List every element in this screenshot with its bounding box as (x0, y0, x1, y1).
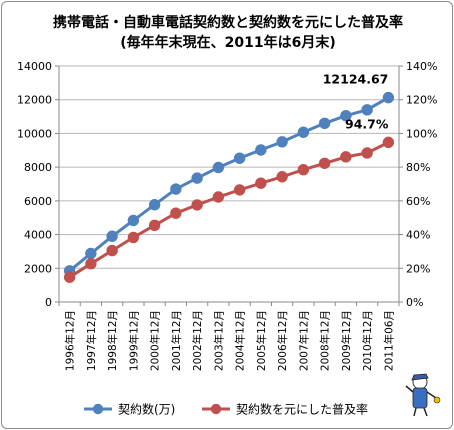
y-right-tick-label: 20% (406, 262, 430, 275)
legend-swatch-marker (210, 403, 222, 415)
series-line-0 (68, 96, 390, 272)
x-tick-label: 2001年12月 (170, 310, 183, 371)
data-point (191, 172, 203, 184)
series-line-1 (68, 141, 390, 279)
data-point (255, 177, 267, 189)
y-left-tick-label: 2000 (24, 262, 52, 275)
y-right-tick-label: 0% (406, 296, 423, 309)
x-tick-label: 2008年12月 (319, 310, 332, 371)
x-tick-label: 2010年12月 (361, 310, 374, 371)
x-tick-label: 2009年12月 (340, 310, 353, 371)
data-point (148, 199, 161, 211)
y-right-tick-label: 100% (406, 127, 437, 140)
legend-label: 契約数を元にした普及率 (236, 402, 368, 417)
y-axis-right-ticks: 0% 20% 40% 60% 80% 100% 120% 140% (406, 60, 437, 309)
data-point (318, 157, 331, 169)
data-point (255, 144, 267, 156)
x-tick-label: 1997年12月 (85, 310, 98, 371)
data-point (106, 230, 118, 242)
data-point (276, 136, 288, 148)
data-point (170, 183, 182, 195)
data-point (361, 104, 373, 116)
x-axis-ticks: 1996年12月 1997年12月 1998年12月 1999年12月 2000年12月… (64, 310, 396, 371)
data-label: 12124.67 (323, 72, 389, 87)
data-point (85, 247, 97, 260)
y-right-tick-label: 40% (406, 229, 430, 242)
legend: 契約数(万) 契約数を元にした普及率 (84, 402, 368, 417)
data-point (127, 231, 140, 244)
data-label: 94.7% (345, 116, 389, 131)
legend-swatch-marker (92, 403, 104, 415)
annotations: 12124.67 94.7% (323, 72, 389, 132)
y-left-tick-label: 8000 (24, 161, 52, 174)
x-tick-label: 1996年12月 (64, 310, 77, 371)
x-tick-label: 2004年12月 (234, 310, 247, 371)
data-point (106, 244, 118, 257)
y-right-tick-label: 60% (406, 195, 430, 208)
y-left-tick-label: 10000 (17, 127, 52, 140)
data-point (276, 171, 288, 183)
data-point (233, 184, 246, 196)
data-point (361, 147, 373, 159)
data-point (382, 91, 395, 104)
data-point (382, 136, 395, 149)
axes (55, 65, 403, 306)
data-point (212, 191, 225, 203)
x-tick-label: 2003年12月 (212, 310, 225, 371)
y-right-tick-label: 140% (406, 60, 437, 73)
y-left-tick-label: 12000 (17, 94, 52, 107)
data-point (191, 199, 203, 211)
data-point (297, 163, 310, 176)
x-tick-label: 2006年12月 (276, 310, 289, 371)
y-left-tick-label: 14000 (17, 60, 52, 73)
chart-title: 携帯電話・自動車電話契約数と契約数を元にした普及率 (53, 14, 403, 31)
series (63, 91, 395, 283)
legend-label: 契約数(万) (118, 402, 175, 417)
x-tick-label: 2007年12月 (297, 310, 310, 371)
mascot-illustration (405, 373, 441, 417)
data-point (233, 152, 246, 164)
y-right-tick-label: 120% (406, 94, 437, 107)
data-point (340, 151, 352, 163)
data-point (170, 207, 182, 219)
data-point (148, 219, 161, 232)
data-point (63, 271, 76, 283)
data-point (318, 117, 331, 130)
x-tick-label: 2005年12月 (255, 310, 268, 371)
data-point (340, 110, 352, 122)
data-point (127, 214, 140, 227)
x-tick-label: 1999年12月 (127, 310, 140, 371)
x-tick-label: 2000年12月 (149, 310, 162, 371)
data-point (297, 126, 310, 138)
x-tick-label: 1998年12月 (106, 310, 119, 371)
chart-subtitle: (毎年年末現在、2011年は6月末) (120, 34, 336, 51)
data-point (212, 161, 225, 174)
x-tick-label: 2002年12月 (191, 310, 204, 371)
y-right-tick-label: 80% (406, 161, 430, 174)
y-left-tick-label: 4000 (24, 229, 52, 242)
y-left-tick-label: 6000 (24, 195, 52, 208)
data-point (85, 258, 97, 270)
y-axis-left-ticks: 0 2000 4000 6000 8000 10000 12000 14000 (17, 60, 52, 309)
x-tick-label: 2011年06月 (382, 310, 395, 371)
y-left-tick-label: 0 (45, 296, 52, 309)
